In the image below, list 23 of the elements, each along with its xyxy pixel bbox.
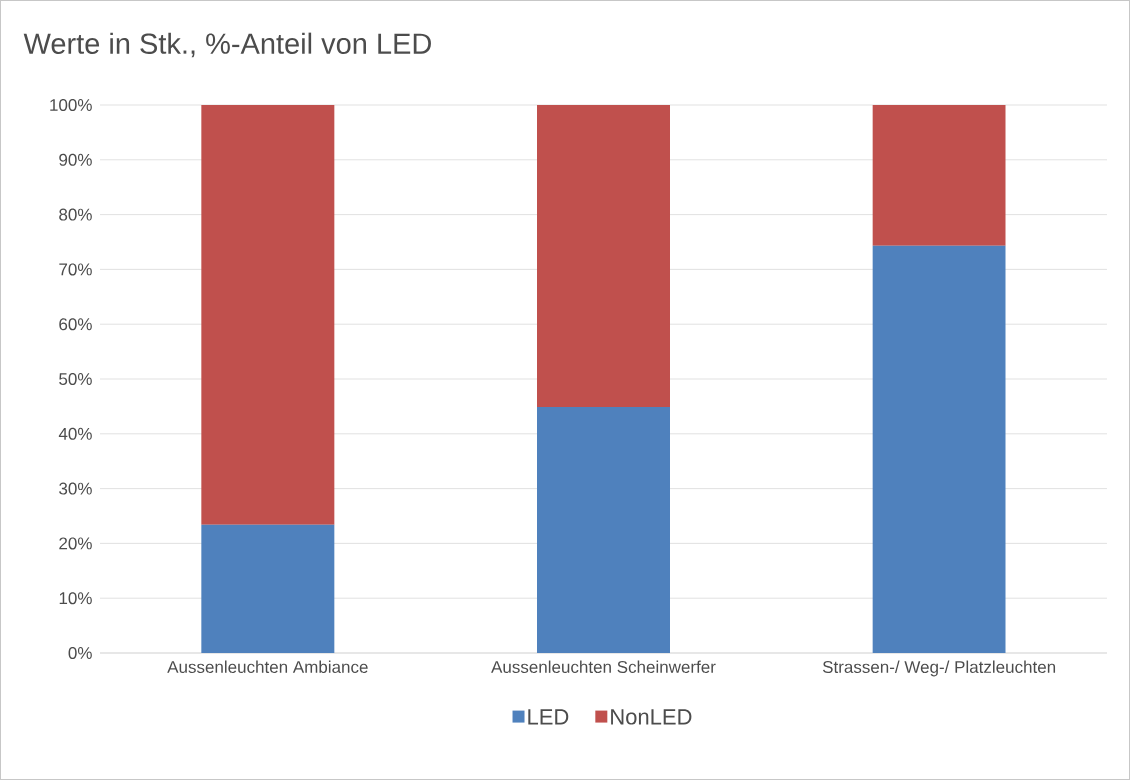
bar [537, 406, 670, 653]
x-tick-label: Aussenleuchten Scheinwerfer [491, 660, 716, 674]
bar [537, 105, 670, 407]
y-tick-label: 70% [59, 263, 92, 276]
y-tick-label: 50% [59, 372, 92, 386]
bar [201, 524, 335, 653]
y-tick-label: 80% [59, 208, 92, 221]
y-tick-label: 100% [50, 98, 92, 112]
y-tick-label: 30% [59, 482, 92, 495]
legend-label: NonLED [611, 709, 692, 725]
chart-title: Werte in Stk., %-Anteil von LED [23, 32, 431, 58]
legend-label: LED [528, 709, 569, 725]
y-tick-label: 10% [59, 592, 92, 605]
y-tick-label: 0% [68, 646, 92, 660]
bar [872, 245, 1006, 653]
x-tick-label: Strassen-/ Weg-/ Platzleuchten [822, 660, 1056, 677]
bar [872, 105, 1006, 246]
y-tick-label: 40% [58, 427, 92, 440]
x-tick-label: Aussenleuchten Ambiance [167, 660, 368, 674]
y-tick-label: 20% [59, 537, 92, 550]
y-tick-label: 90% [59, 153, 92, 166]
y-tick-label: 60% [59, 318, 92, 331]
bar [201, 105, 335, 525]
